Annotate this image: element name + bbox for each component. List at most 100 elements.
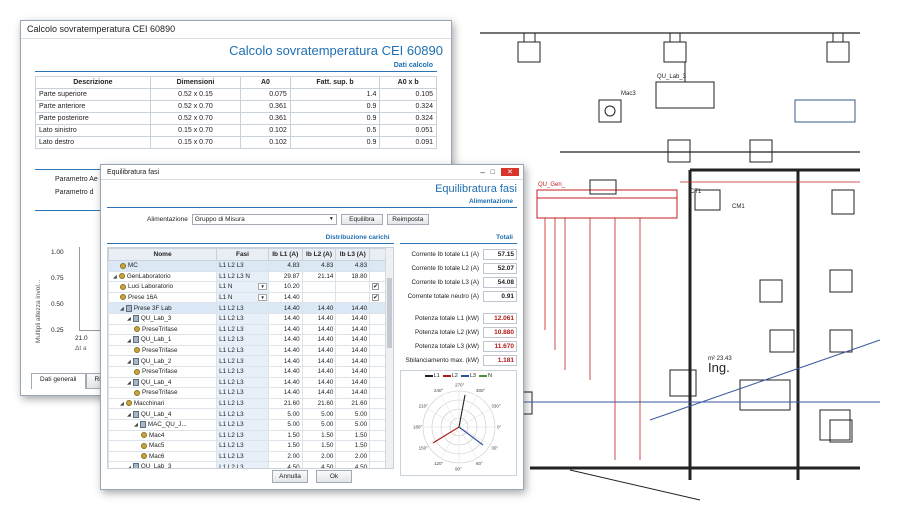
- row-l3-value: 4.50: [335, 461, 371, 468]
- legend-marker-icon: [442, 374, 451, 377]
- table-row[interactable]: ◢ QU_Lab_4 L1 L2 L3 5.00 5.00 5.00: [107, 408, 386, 420]
- carichi-grid[interactable]: Nome Fasi Ib L1 (A) Ib L2 (A) Ib L3 (A) MC L1…: [107, 247, 394, 469]
- equilibra-button[interactable]: Equilibra: [340, 213, 383, 225]
- grid-scrollbar[interactable]: [384, 248, 393, 468]
- table-row[interactable]: ◢ QU_Lab_3 L1 L2 L3 14.40 14.40 14.40: [107, 312, 386, 325]
- row-l3-value: 14.40: [335, 312, 371, 325]
- cad-drawing: QU_Lab_3 QU_Gen_ CM1 Ing. m² 23.43 Mac3 …: [480, 32, 881, 501]
- window-title: Equilibratura fasi: [107, 168, 160, 176]
- row-checkbox[interactable]: ✔: [372, 283, 380, 291]
- table-cell: 0.102: [240, 136, 291, 149]
- expand-toggle-icon[interactable]: ◢: [127, 337, 131, 344]
- mini-chart-tick: 1.00: [51, 249, 64, 256]
- table-row[interactable]: Parte posteriore 0.52 x 0.70 0.361 0.9 0.324: [35, 112, 437, 125]
- row-fasi-cell: L1 L2 L3: [216, 418, 269, 431]
- table-row[interactable]: PreseTrifase L1 L2 L3 14.40 14.40 14.40: [107, 365, 386, 378]
- column-header[interactable]: Descrizione: [35, 76, 151, 89]
- row-l3-value: 14.40: [335, 344, 371, 357]
- expand-toggle-icon[interactable]: ◢: [127, 358, 131, 365]
- column-header[interactable]: A0 x b: [379, 76, 437, 89]
- cad-label-ct1: CT1: [690, 189, 702, 195]
- table-row[interactable]: ◢ MAC_QU_J... L1 L2 L3 5.00 5.00 5.00: [107, 418, 386, 431]
- row-check-cell: [369, 344, 386, 357]
- table-row[interactable]: ◢ QU_Lab_3 L1 L2 L3 4.50 4.50 4.50: [107, 461, 386, 469]
- row-check-cell: [369, 408, 386, 420]
- chevron-down-icon[interactable]: ▼: [258, 283, 267, 291]
- table-row[interactable]: PreseTrifase L1 L2 L3 14.40 14.40 14.40: [107, 323, 386, 336]
- row-l3-value: 1.50: [335, 440, 371, 452]
- row-name-cell: ◢ QU_Lab_4: [107, 376, 218, 389]
- table-row[interactable]: PreseTrifase L1 L2 L3 14.40 14.40 14.40: [107, 387, 386, 399]
- column-header[interactable]: Nome: [107, 248, 218, 261]
- section-dati-calcolo: Dati calcolo: [35, 60, 437, 72]
- cad-label-qu-gen: QU_Gen_: [538, 182, 566, 188]
- expand-toggle-icon[interactable]: ◢: [120, 401, 124, 408]
- column-header[interactable]: Ib L1 (A): [267, 248, 303, 261]
- table-row[interactable]: ◢ QU_Lab_2 L1 L2 L3 14.40 14.40 14.40: [107, 355, 386, 367]
- row-name-cell: ◢ GenLaboratorio: [107, 270, 218, 283]
- table-row[interactable]: ◢ Prese 3F Lab L1 L2 L3 14.40 14.40 14.40: [107, 302, 386, 314]
- table-row[interactable]: Prese 16A L1 N ▼ 14.40 ✔: [107, 291, 386, 304]
- column-header[interactable]: Fasi: [216, 248, 269, 261]
- maximize-icon[interactable]: □: [490, 168, 495, 176]
- table-row[interactable]: Parte superiore 0.52 x 0.15 0.075 1.4 0.105: [35, 88, 437, 101]
- row-l2-value: 5.00: [301, 408, 337, 420]
- table-row[interactable]: Lato sinistro 0.15 x 0.70 0.102 0.5 0.051: [35, 124, 437, 137]
- alimentazione-select[interactable]: Gruppo di Misura ▼: [191, 213, 337, 225]
- expand-toggle-icon[interactable]: ◢: [120, 305, 124, 312]
- chevron-down-icon[interactable]: ▼: [258, 293, 267, 301]
- column-header[interactable]: Ib L3 (A): [335, 248, 371, 261]
- row-fasi-cell[interactable]: L1 N ▼: [216, 281, 269, 293]
- minimize-icon[interactable]: –: [480, 167, 485, 177]
- row-checkbox[interactable]: ✔: [372, 294, 380, 302]
- table-row[interactable]: ◢ QU_Lab_1 L1 L2 L3 14.40 14.40 14.40: [107, 334, 386, 346]
- total-label: Corrente Ib totale L2 (A): [411, 264, 479, 272]
- table-cell: 0.9: [289, 136, 381, 149]
- expand-toggle-icon[interactable]: ◢: [127, 411, 131, 418]
- ok-button[interactable]: Ok: [315, 470, 352, 483]
- close-icon[interactable]: ✕: [501, 168, 519, 176]
- expand-toggle-icon[interactable]: ◢: [127, 316, 131, 323]
- column-header[interactable]: Dimensioni: [149, 76, 242, 89]
- polar-tick-label: 60°: [476, 461, 483, 466]
- row-check-cell: [369, 312, 386, 325]
- table-row[interactable]: Luci Laboratorio L1 N ▼ 10.20 ✔: [107, 281, 386, 293]
- table-row[interactable]: ◢ Macchinari L1 L2 L3 21.60 21.60 21.60: [107, 397, 386, 410]
- table-row[interactable]: ◢ QU_Lab_4 L1 L2 L3 14.40 14.40 14.40: [107, 376, 386, 389]
- row-l1-value: 14.40: [267, 344, 303, 357]
- column-header[interactable]: A0: [240, 76, 291, 89]
- row-name: PreseTrifase: [142, 325, 178, 333]
- tab-dati-generali[interactable]: Dati generali: [31, 373, 86, 389]
- column-header[interactable]: Fatt. sup. b: [289, 76, 381, 89]
- row-l3-value: [335, 281, 371, 293]
- row-l1-value: 4.83: [267, 260, 303, 272]
- table-row[interactable]: Parte anteriore 0.52 x 0.70 0.361 0.9 0.324: [35, 100, 437, 113]
- column-header[interactable]: Ib L2 (A): [301, 248, 337, 261]
- table-row[interactable]: PreseTrifase L1 L2 L3 14.40 14.40 14.40: [107, 344, 386, 357]
- row-l1-value: 5.00: [267, 408, 303, 420]
- expand-toggle-icon[interactable]: ◢: [113, 273, 117, 280]
- mini-chart-ylabel: Multipli altezza invol...: [35, 279, 42, 343]
- row-name-cell: PreseTrifase: [107, 323, 218, 336]
- table-row[interactable]: MC L1 L2 L3 4.83 4.83 4.83: [107, 260, 386, 272]
- expand-toggle-icon[interactable]: ◢: [134, 422, 138, 429]
- polar-tick-label: 330°: [491, 404, 501, 409]
- table-row[interactable]: Mac6 L1 L2 L3 2.00 2.00 2.00: [107, 450, 386, 463]
- table-row[interactable]: Mac4 L1 L2 L3 1.50 1.50 1.50: [107, 429, 386, 442]
- legend-label: L3: [469, 373, 476, 379]
- annulla-button[interactable]: Annulla: [272, 470, 309, 483]
- mini-chart-tick: 0.25: [51, 327, 64, 334]
- row-fasi-cell[interactable]: L1 N ▼: [216, 291, 269, 304]
- expand-toggle-icon[interactable]: ◢: [127, 379, 131, 386]
- row-l3-value: 21.60: [335, 397, 371, 410]
- row-l3-value: 14.40: [335, 365, 371, 378]
- table-row[interactable]: Lato destro 0.15 x 0.70 0.102 0.9 0.091: [35, 136, 437, 149]
- table-row[interactable]: ◢ GenLaboratorio L1 L2 L3 N 29.87 21.14 18.80: [107, 270, 386, 283]
- polar-tick-label: 30°: [491, 446, 498, 451]
- table-row[interactable]: Mac5 L1 L2 L3 1.50 1.50 1.50: [107, 440, 386, 452]
- reimposta-button[interactable]: Reimposta: [386, 213, 429, 225]
- expand-toggle-icon[interactable]: ◢: [127, 464, 131, 469]
- row-name-cell: PreseTrifase: [107, 387, 218, 399]
- row-fasi: L1 L2 L3: [219, 347, 244, 355]
- row-fasi: L1 L2 L3: [219, 421, 244, 429]
